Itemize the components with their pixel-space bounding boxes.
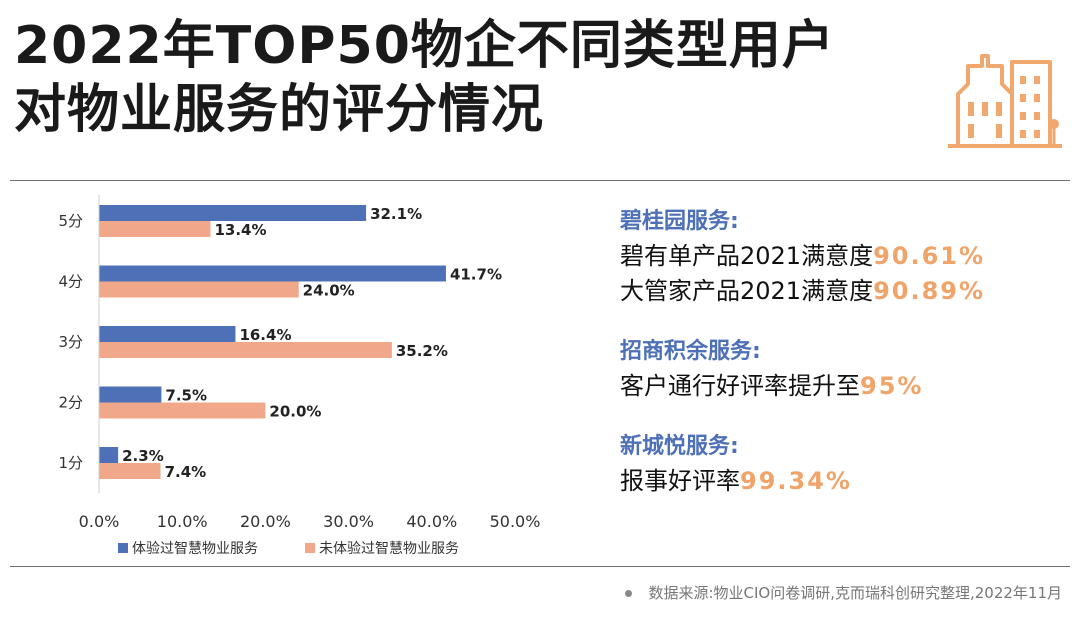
x-tick-label: 20.0%	[240, 512, 291, 531]
title-line-1: 2022年TOP50物企不同类型用户	[14, 16, 835, 76]
stat-text: 大管家产品2021满意度	[620, 277, 874, 305]
bar-experienced	[99, 386, 162, 403]
category-label: 2分	[58, 394, 83, 412]
company-name: 新城悦服务:	[620, 434, 739, 459]
company-block-xincheng: 新城悦服务: 报事好评率99.34%	[620, 430, 1070, 499]
stat-value: 99.34%	[740, 467, 852, 495]
bar-not-experienced	[99, 463, 161, 479]
bar-chart: 5分 32.1% 13.4% 4分 41.7% 24.0% 3分 16.4% 35.2% 2分 7.…	[58, 195, 541, 557]
bar-experienced	[99, 205, 367, 221]
page-title: 2022年TOP50物企不同类型用户 对物业服务的评分情况	[14, 14, 835, 142]
data-label: 32.1%	[370, 205, 422, 223]
stat-value: 90.61%	[873, 242, 986, 270]
x-tick-label: 50.0%	[490, 512, 541, 531]
x-tick-label: 0.0%	[79, 512, 120, 531]
stat-text: 客户通行好评率提升至	[620, 372, 860, 400]
company-highlights: 碧桂园服务: 碧有单产品2021满意度90.61% 大管家产品2021满意度90…	[620, 205, 1070, 525]
category-label: 1分	[58, 454, 83, 472]
category-label: 5分	[58, 212, 83, 230]
legend-label: 未体验过智慧物业服务	[319, 541, 459, 557]
bar-experienced	[99, 447, 119, 463]
data-label: 20.0%	[269, 403, 321, 421]
legend-label: 体验过智慧物业服务	[132, 541, 258, 557]
company-block-china-merchants: 招商积余服务: 客户通行好评率提升至95%	[620, 335, 1070, 404]
stat-line: 报事好评率99.34%	[620, 464, 1070, 499]
data-label: 7.5%	[165, 387, 207, 405]
title-line-2: 对物业服务的评分情况	[14, 80, 545, 140]
data-label: 24.0%	[303, 282, 355, 300]
data-label: 16.4%	[239, 326, 291, 344]
stat-line: 大管家产品2021满意度90.89%	[620, 274, 1070, 309]
stat-line: 客户通行好评率提升至95%	[620, 369, 1070, 404]
data-label: 35.2%	[396, 342, 448, 360]
bar-not-experienced	[99, 402, 266, 419]
top-divider	[10, 180, 1070, 181]
bar-experienced	[99, 326, 236, 342]
category-label: 3分	[58, 333, 83, 351]
legend-swatch	[305, 543, 315, 553]
stat-text: 报事好评率	[620, 467, 740, 495]
stat-line: 碧有单产品2021满意度90.61%	[620, 239, 1070, 274]
company-name: 招商积余服务:	[620, 339, 761, 364]
data-label: 2.3%	[122, 447, 164, 465]
x-tick-label: 10.0%	[157, 512, 208, 531]
stat-value: 95%	[860, 372, 924, 400]
bar-not-experienced	[99, 221, 211, 237]
company-block-country-garden: 碧桂园服务: 碧有单产品2021满意度90.61% 大管家产品2021满意度90…	[620, 205, 1070, 309]
data-label: 13.4%	[214, 221, 266, 239]
source-dot-icon	[625, 590, 633, 597]
data-label: 7.4%	[165, 463, 207, 481]
bottom-divider	[10, 566, 1070, 567]
bar-not-experienced	[99, 281, 299, 298]
category-label: 4分	[58, 273, 83, 291]
legend-swatch	[118, 543, 128, 553]
data-label: 41.7%	[450, 266, 502, 284]
company-name: 碧桂园服务:	[620, 209, 739, 234]
building-icon	[948, 54, 1062, 148]
stat-text: 碧有单产品2021满意度	[620, 242, 874, 270]
source-note: 数据来源:物业CIO问卷调研,克而瑞科创研究整理,2022年11月	[625, 582, 1062, 603]
x-tick-label: 40.0%	[406, 512, 457, 531]
bar-not-experienced	[99, 342, 392, 358]
bar-experienced	[99, 265, 446, 282]
stat-value: 90.89%	[873, 277, 986, 305]
source-text: 数据来源:物业CIO问卷调研,克而瑞科创研究整理,2022年11月	[648, 584, 1062, 602]
x-tick-label: 30.0%	[323, 512, 374, 531]
